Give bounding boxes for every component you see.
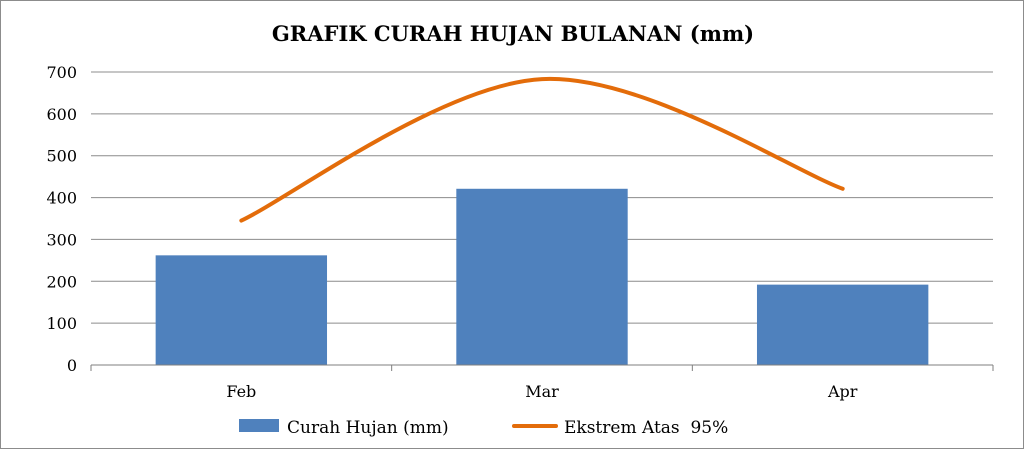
bar-mar [456, 189, 627, 365]
legend-label-rainfall: Curah Hujan (mm) [287, 418, 449, 438]
x-axis: Feb Mar Apr [91, 365, 993, 401]
bar-series [156, 189, 929, 365]
y-tick-label: 700 [46, 63, 77, 82]
x-tick-label: Feb [226, 382, 256, 401]
y-tick-label: 600 [46, 105, 77, 124]
chart-title: GRAFIK CURAH HUJAN BULANAN (mm) [272, 21, 754, 46]
y-axis: 0 100 200 300 400 500 600 700 [46, 63, 77, 375]
y-tick-label: 400 [46, 189, 77, 208]
legend-swatch-rainfall [239, 419, 279, 432]
y-tick-label: 500 [46, 147, 77, 166]
legend: Curah Hujan (mm) Ekstrem Atas 95% [239, 418, 728, 438]
y-tick-label: 0 [67, 356, 77, 375]
y-tick-label: 100 [46, 314, 77, 333]
x-tick-label: Apr [827, 382, 858, 401]
legend-label-extreme: Ekstrem Atas 95% [564, 418, 728, 438]
y-tick-label: 300 [46, 230, 77, 249]
bar-feb [156, 255, 327, 365]
bar-apr [757, 285, 928, 365]
x-tick-label: Mar [525, 382, 559, 401]
y-tick-label: 200 [46, 272, 77, 291]
